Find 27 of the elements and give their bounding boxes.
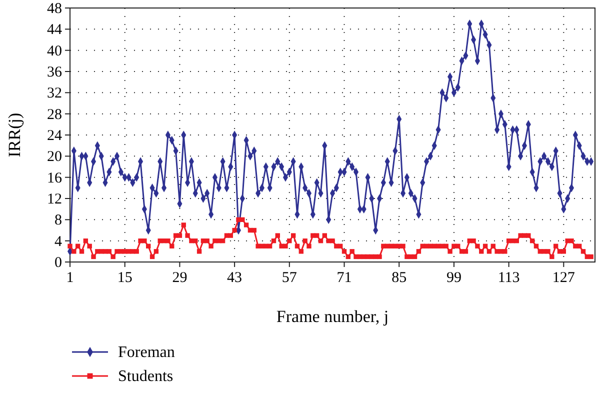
y-tick-label: 44 (47, 22, 62, 38)
y-tick-label: 8 (54, 212, 62, 229)
x-tick-label: 57 (282, 270, 298, 286)
y-tick-label: 0 (54, 255, 62, 271)
y-tick-label: 28 (47, 106, 62, 123)
y-tick-label: 4 (54, 234, 62, 250)
x-tick-label: 29 (172, 270, 188, 286)
x-axis-title: Frame number, j (276, 307, 389, 326)
y-axis-title: IRR(j) (5, 112, 24, 158)
legend-label: Students (118, 368, 174, 385)
y-tick-label: 48 (47, 1, 62, 17)
y-tick-label: 40 (47, 43, 62, 60)
y-tick-label: 36 (47, 64, 62, 80)
legend-label: Foreman (118, 344, 175, 361)
x-tick-label: 113 (498, 270, 520, 286)
y-tick-label: 20 (47, 149, 62, 166)
x-tick-label: 85 (392, 270, 407, 286)
y-tick-label: 12 (47, 192, 62, 208)
x-tick-label: 1 (66, 270, 74, 286)
y-tick-label: 16 (47, 170, 62, 186)
x-tick-label: 127 (552, 270, 576, 286)
x-tick-label: 99 (446, 270, 462, 286)
y-tick-label: 24 (47, 128, 62, 144)
x-tick-label: 71 (336, 270, 352, 286)
x-tick-label: 43 (227, 270, 242, 286)
y-tick-label: 32 (47, 86, 62, 102)
x-tick-label: 15 (117, 270, 132, 286)
